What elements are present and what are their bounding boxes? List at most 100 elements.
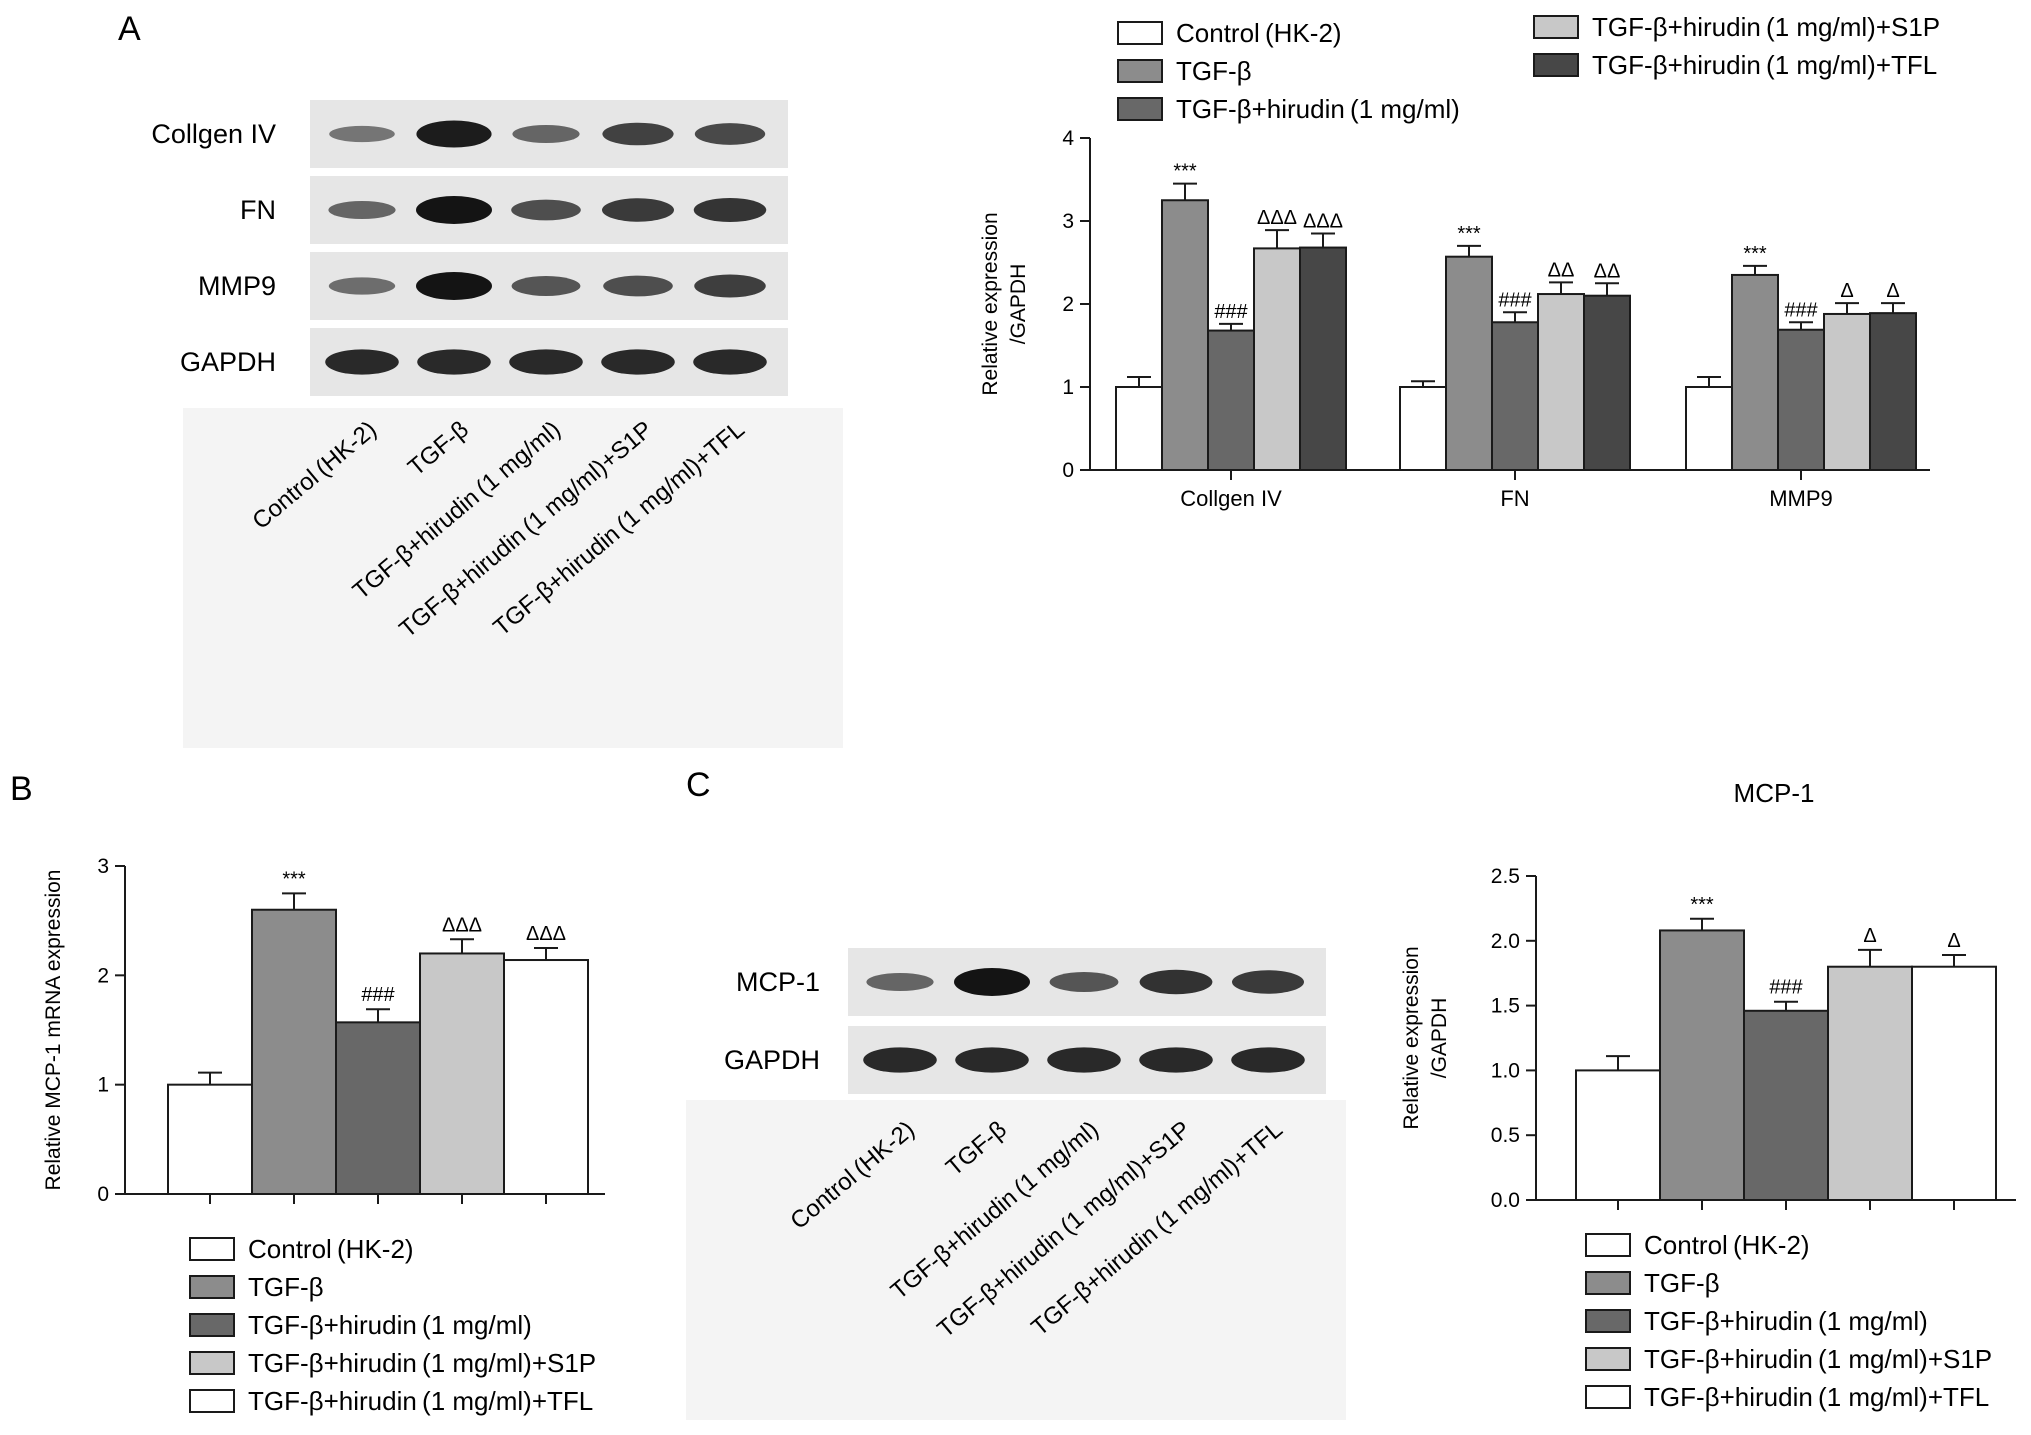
legend-label: TGF-β+hirudin (1 mg/ml)+TFL	[248, 1386, 593, 1416]
legend-swatch	[189, 1237, 235, 1261]
blotC-band	[954, 968, 1030, 996]
significance-label: ***	[1173, 161, 1197, 183]
panel-letter-a: A	[118, 10, 141, 48]
y-axis-title-line1: Relative expression	[1400, 946, 1423, 1129]
significance-label: ###	[1769, 977, 1803, 999]
y-tick-label: 1.0	[1491, 1059, 1520, 1082]
legend-label: Control (HK-2)	[248, 1234, 414, 1264]
y-tick-label: 2.0	[1491, 930, 1520, 953]
blotA-band	[602, 198, 674, 222]
y-axis-title-line2: /GAPDH	[1007, 264, 1030, 345]
blotC-band	[1139, 969, 1213, 995]
legend-label: TGF-β+hirudin (1 mg/ml)	[1176, 94, 1460, 124]
significance-label: ΔΔΔ	[526, 923, 566, 945]
blotC-band	[955, 1047, 1029, 1073]
blotA-band	[416, 120, 492, 148]
y-tick-label: 1.5	[1491, 995, 1520, 1018]
blotA-row-label: GAPDH	[180, 347, 276, 377]
blotA-band	[603, 275, 673, 297]
bar	[1823, 312, 1871, 471]
blotA-band	[512, 124, 580, 144]
legend-swatch	[1585, 1347, 1631, 1371]
y-axis-title: Relative MCP-1 mRNA expression	[42, 870, 65, 1191]
blotA-band	[694, 274, 766, 298]
y-tick-label: 2	[1062, 293, 1074, 316]
blotC-band	[863, 1047, 937, 1073]
bar	[1827, 965, 1913, 1201]
y-tick-label: 4	[1062, 127, 1074, 150]
chart-title: MCP-1	[1734, 778, 1815, 808]
y-tick-label: 0.0	[1491, 1189, 1520, 1212]
blotA-row-label: FN	[240, 195, 276, 225]
chart-b: 0 1 2 3 *** ### ΔΔΔ ΔΔΔ Relative MCP-1 mRNA expr…	[42, 855, 605, 1206]
blotA-band	[509, 349, 583, 375]
bar	[419, 952, 505, 1196]
blotC-row-label: GAPDH	[724, 1045, 820, 1075]
legend-swatch	[1117, 59, 1163, 83]
bar	[1869, 312, 1917, 471]
bar	[1253, 247, 1301, 471]
blotA-band	[416, 196, 492, 224]
significance-label: ΔΔ	[1548, 259, 1575, 281]
blotA-band	[417, 349, 491, 375]
bar	[1731, 273, 1779, 472]
legend-label: TGF-β+hirudin (1 mg/ml)+S1P	[248, 1348, 596, 1378]
legend-label: Control (HK-2)	[1644, 1230, 1810, 1260]
legend-swatch	[1585, 1233, 1631, 1257]
significance-label: ***	[1743, 243, 1767, 265]
y-axis-title-line1: Relative expression	[979, 212, 1002, 395]
legend-b: Control (HK-2) TGF-β TGF-β+hirudin (1 mg/m…	[189, 1234, 596, 1416]
legend-label: TGF-β+hirudin (1 mg/ml)	[248, 1310, 532, 1340]
significance-label: ***	[1690, 894, 1714, 916]
legend-label: Control (HK-2)	[1176, 18, 1342, 48]
blotC-band	[1049, 972, 1119, 992]
blotA-band	[693, 349, 767, 375]
legend-label: TGF-β+hirudin (1 mg/ml)+S1P	[1592, 12, 1940, 42]
blotC-row-label: MCP-1	[736, 967, 820, 997]
significance-label: ###	[1784, 299, 1818, 321]
bar	[503, 959, 589, 1195]
legend-c: Control (HK-2) TGF-β TGF-β+hirudin (1 mg/m…	[1585, 1230, 1992, 1412]
legend-swatch	[1533, 53, 1579, 77]
blotA-band	[416, 272, 492, 300]
significance-label: ΔΔ	[1594, 260, 1621, 282]
bar	[1399, 386, 1447, 471]
significance-label: Δ	[1840, 280, 1853, 302]
y-tick-label: 1	[97, 1074, 109, 1097]
significance-label: ###	[361, 984, 395, 1006]
blotA-row-label: MMP9	[198, 271, 276, 301]
blotC-band	[866, 972, 934, 992]
legend-swatch	[1533, 15, 1579, 39]
y-tick-label: 3	[1062, 210, 1074, 233]
significance-label: Δ	[1863, 925, 1876, 947]
bar	[1207, 329, 1255, 471]
significance-label: ***	[282, 868, 306, 890]
legend-label: TGF-β	[1176, 56, 1252, 86]
blotA-band	[511, 276, 581, 296]
significance-label: ΔΔΔ	[1303, 210, 1343, 232]
x-category-label: MMP9	[1769, 486, 1833, 511]
chart-c: 0.0 0.5 1.0 1.5 2.0 2.5 *** ### Δ Δ MCP-1 Relative …	[1400, 778, 2016, 1212]
legend-label: TGF-β+hirudin (1 mg/ml)+TFL	[1592, 50, 1937, 80]
blot-c-label-area	[686, 1100, 1346, 1420]
bar	[1743, 1009, 1829, 1201]
legend-swatch	[1585, 1385, 1631, 1409]
bar	[1659, 929, 1745, 1201]
blotC-band	[1047, 1047, 1121, 1073]
y-tick-label: 0	[97, 1183, 109, 1206]
blotC-band	[1139, 1047, 1213, 1073]
significance-label: ###	[1214, 301, 1248, 323]
blot-a-label-area	[183, 408, 843, 748]
legend-a: Control (HK-2) TGF-β TGF-β+hirudin (1 mg/m…	[1117, 12, 1940, 124]
bar	[1115, 386, 1163, 471]
bar	[251, 908, 337, 1195]
legend-swatch	[189, 1313, 235, 1337]
legend-swatch	[1117, 97, 1163, 121]
legend-swatch	[1117, 21, 1163, 45]
bar	[1777, 328, 1825, 472]
y-tick-label: 2	[97, 964, 109, 987]
significance-label: Δ	[1947, 930, 1960, 952]
x-category-label: FN	[1500, 486, 1529, 511]
